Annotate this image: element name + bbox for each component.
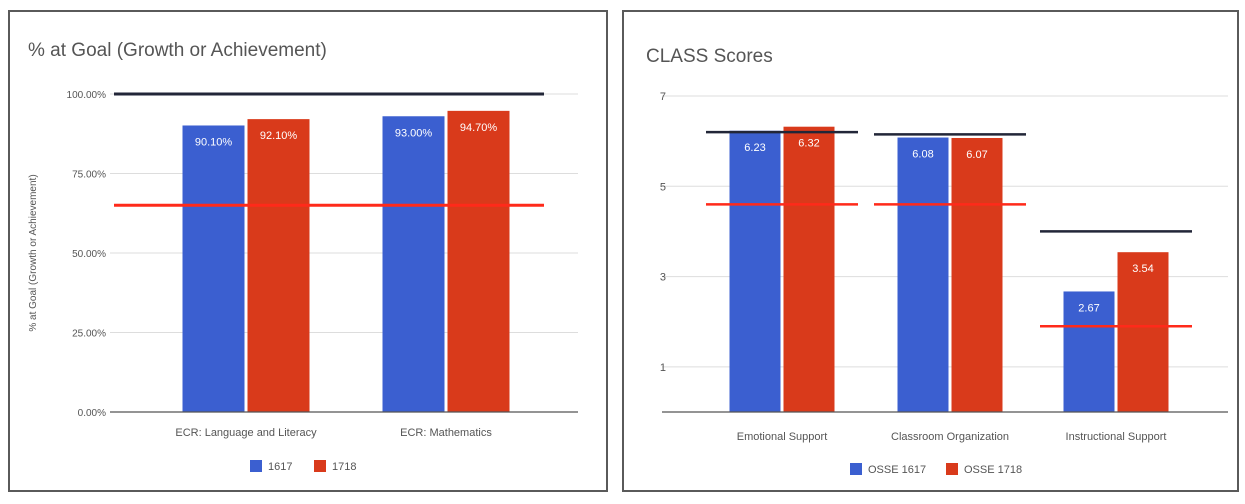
legend-swatch bbox=[314, 460, 326, 472]
y-tick-label: 25.00% bbox=[72, 329, 106, 340]
bar-chart-goal: 0.00% 25.00% 50.00% 75.00% 100.00% % at Goal … bbox=[28, 90, 578, 473]
bar-value-label: 93.00% bbox=[395, 127, 433, 139]
chart-panel-goal: % at Goal (Growth or Achievement) 0.00% 2… bbox=[8, 10, 608, 492]
chart-title: CLASS Scores bbox=[646, 46, 773, 67]
bar-value-label: 3.54 bbox=[1132, 263, 1153, 275]
y-tick-label: 75.00% bbox=[72, 170, 106, 181]
x-category-label: Instructional Support bbox=[1066, 431, 1167, 443]
legend-swatch bbox=[850, 463, 862, 475]
y-tick-label: 7 bbox=[660, 91, 666, 103]
bar bbox=[951, 137, 1003, 412]
y-axis-title: % at Goal (Growth or Achievement) bbox=[28, 174, 39, 331]
x-category-label: ECR: Mathematics bbox=[400, 427, 492, 439]
legend-label: OSSE 1617 bbox=[868, 464, 926, 476]
legend-swatch bbox=[946, 463, 958, 475]
bar bbox=[182, 125, 245, 413]
y-tick-label: 0.00% bbox=[78, 408, 106, 419]
bar-value-label: 92.10% bbox=[260, 130, 298, 142]
bar bbox=[783, 126, 835, 412]
bar-value-label: 2.67 bbox=[1078, 302, 1099, 314]
bar bbox=[1117, 252, 1169, 412]
bar bbox=[447, 110, 510, 412]
legend-label: 1718 bbox=[332, 461, 356, 473]
bar bbox=[897, 137, 949, 412]
y-tick-label: 1 bbox=[660, 362, 666, 374]
bar-value-label: 6.08 bbox=[912, 149, 933, 161]
bar-chart-class-scores: 1 3 5 7 6.23 6.32 Emotional Support 6.08 6.07 Cla… bbox=[660, 91, 1228, 476]
y-tick-label: 50.00% bbox=[72, 249, 106, 260]
chart-title: % at Goal (Growth or Achievement) bbox=[28, 40, 327, 61]
bar-value-label: 6.07 bbox=[966, 149, 987, 161]
bar-value-label: 6.32 bbox=[798, 138, 819, 150]
bar-value-label: 90.10% bbox=[195, 136, 233, 148]
y-tick-label: 5 bbox=[660, 181, 666, 193]
legend-label: OSSE 1718 bbox=[964, 464, 1022, 476]
bar bbox=[247, 119, 310, 412]
x-category-label: Classroom Organization bbox=[891, 431, 1009, 443]
chart-panel-class-scores: CLASS Scores 1 3 5 7 6.23 6.32 Emotional Suppo… bbox=[622, 10, 1239, 492]
x-category-label: ECR: Language and Literacy bbox=[175, 427, 317, 439]
y-tick-label: 100.00% bbox=[67, 90, 107, 101]
bar bbox=[1063, 291, 1115, 412]
bar-value-label: 6.23 bbox=[744, 142, 765, 154]
legend-label: 1617 bbox=[268, 461, 292, 473]
bar bbox=[382, 116, 445, 412]
y-tick-label: 3 bbox=[660, 272, 666, 284]
bar-value-label: 94.70% bbox=[460, 122, 498, 134]
x-category-label: Emotional Support bbox=[737, 431, 828, 443]
legend-swatch bbox=[250, 460, 262, 472]
bar bbox=[729, 130, 781, 412]
